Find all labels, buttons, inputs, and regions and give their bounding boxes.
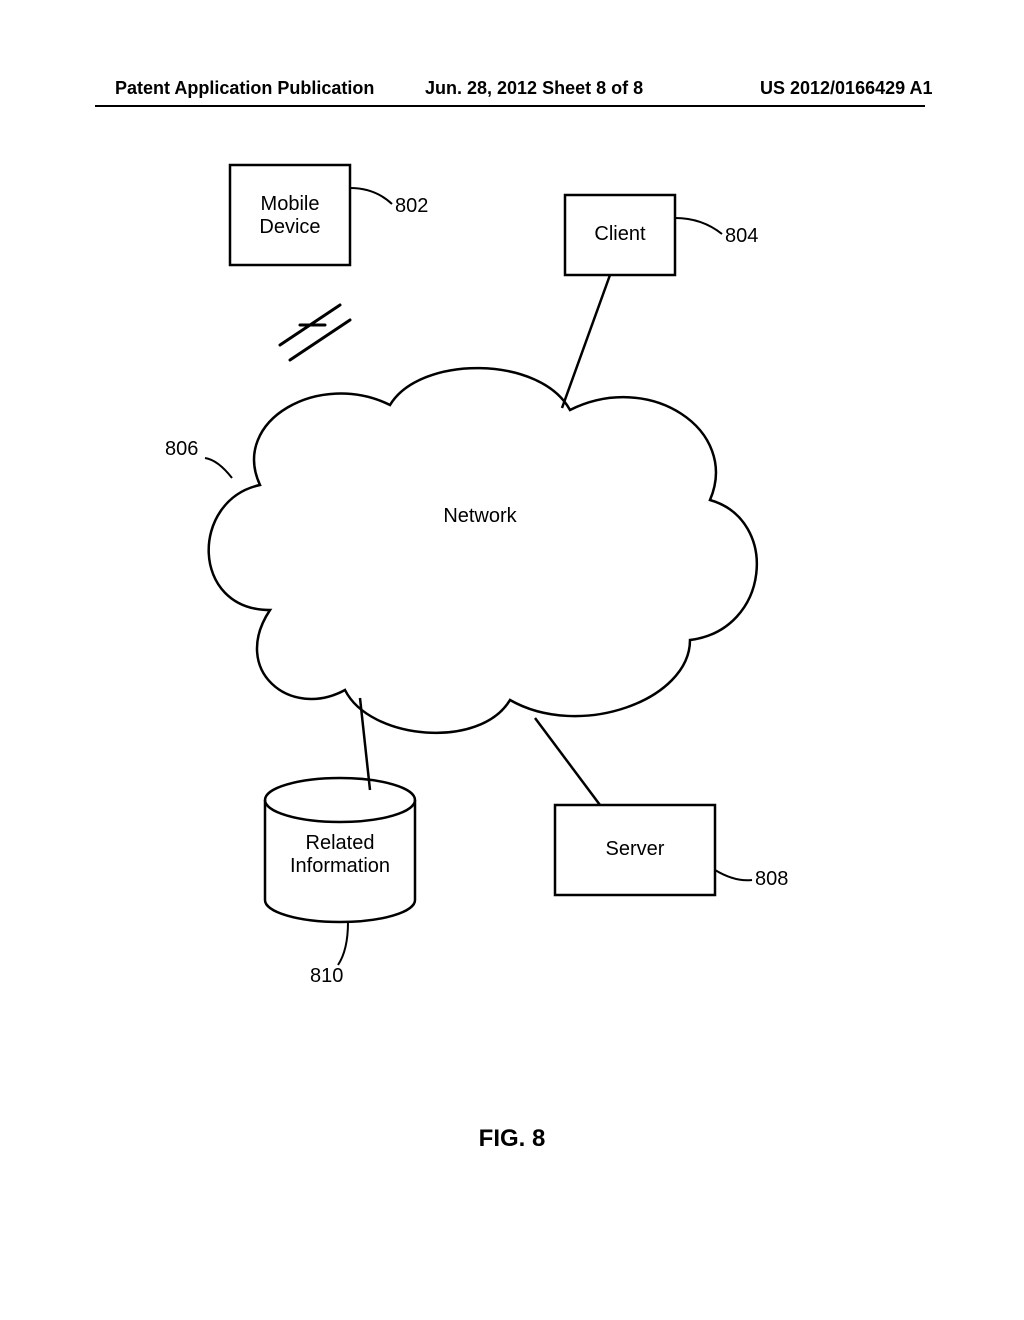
leader-804: [675, 218, 722, 234]
leader-810: [338, 922, 348, 965]
ref-810: 810: [310, 965, 360, 988]
edge-client-network: [562, 275, 610, 408]
client-label: Client: [565, 223, 675, 246]
db-label-2: Information: [265, 855, 415, 878]
figure-label: FIG. 8: [0, 1125, 1024, 1153]
ref-802: 802: [395, 195, 445, 218]
network-cloud: [209, 368, 757, 733]
ref-804: 804: [725, 225, 775, 248]
edge-network-server: [535, 718, 600, 805]
ref-806: 806: [165, 438, 215, 461]
leader-802: [350, 188, 392, 204]
leader-808: [715, 870, 752, 880]
network-label: Network: [380, 505, 580, 528]
page: Patent Application Publication Jun. 28, …: [0, 0, 1024, 1320]
mobile-device-label-1: Mobile: [230, 193, 350, 216]
wireless-link-icon: [280, 305, 350, 360]
leader-806: [205, 458, 232, 478]
server-label: Server: [555, 838, 715, 861]
ref-808: 808: [755, 868, 805, 891]
network-diagram: [0, 0, 1024, 1320]
mobile-device-label-2: Device: [230, 216, 350, 239]
db-label-1: Related: [265, 832, 415, 855]
